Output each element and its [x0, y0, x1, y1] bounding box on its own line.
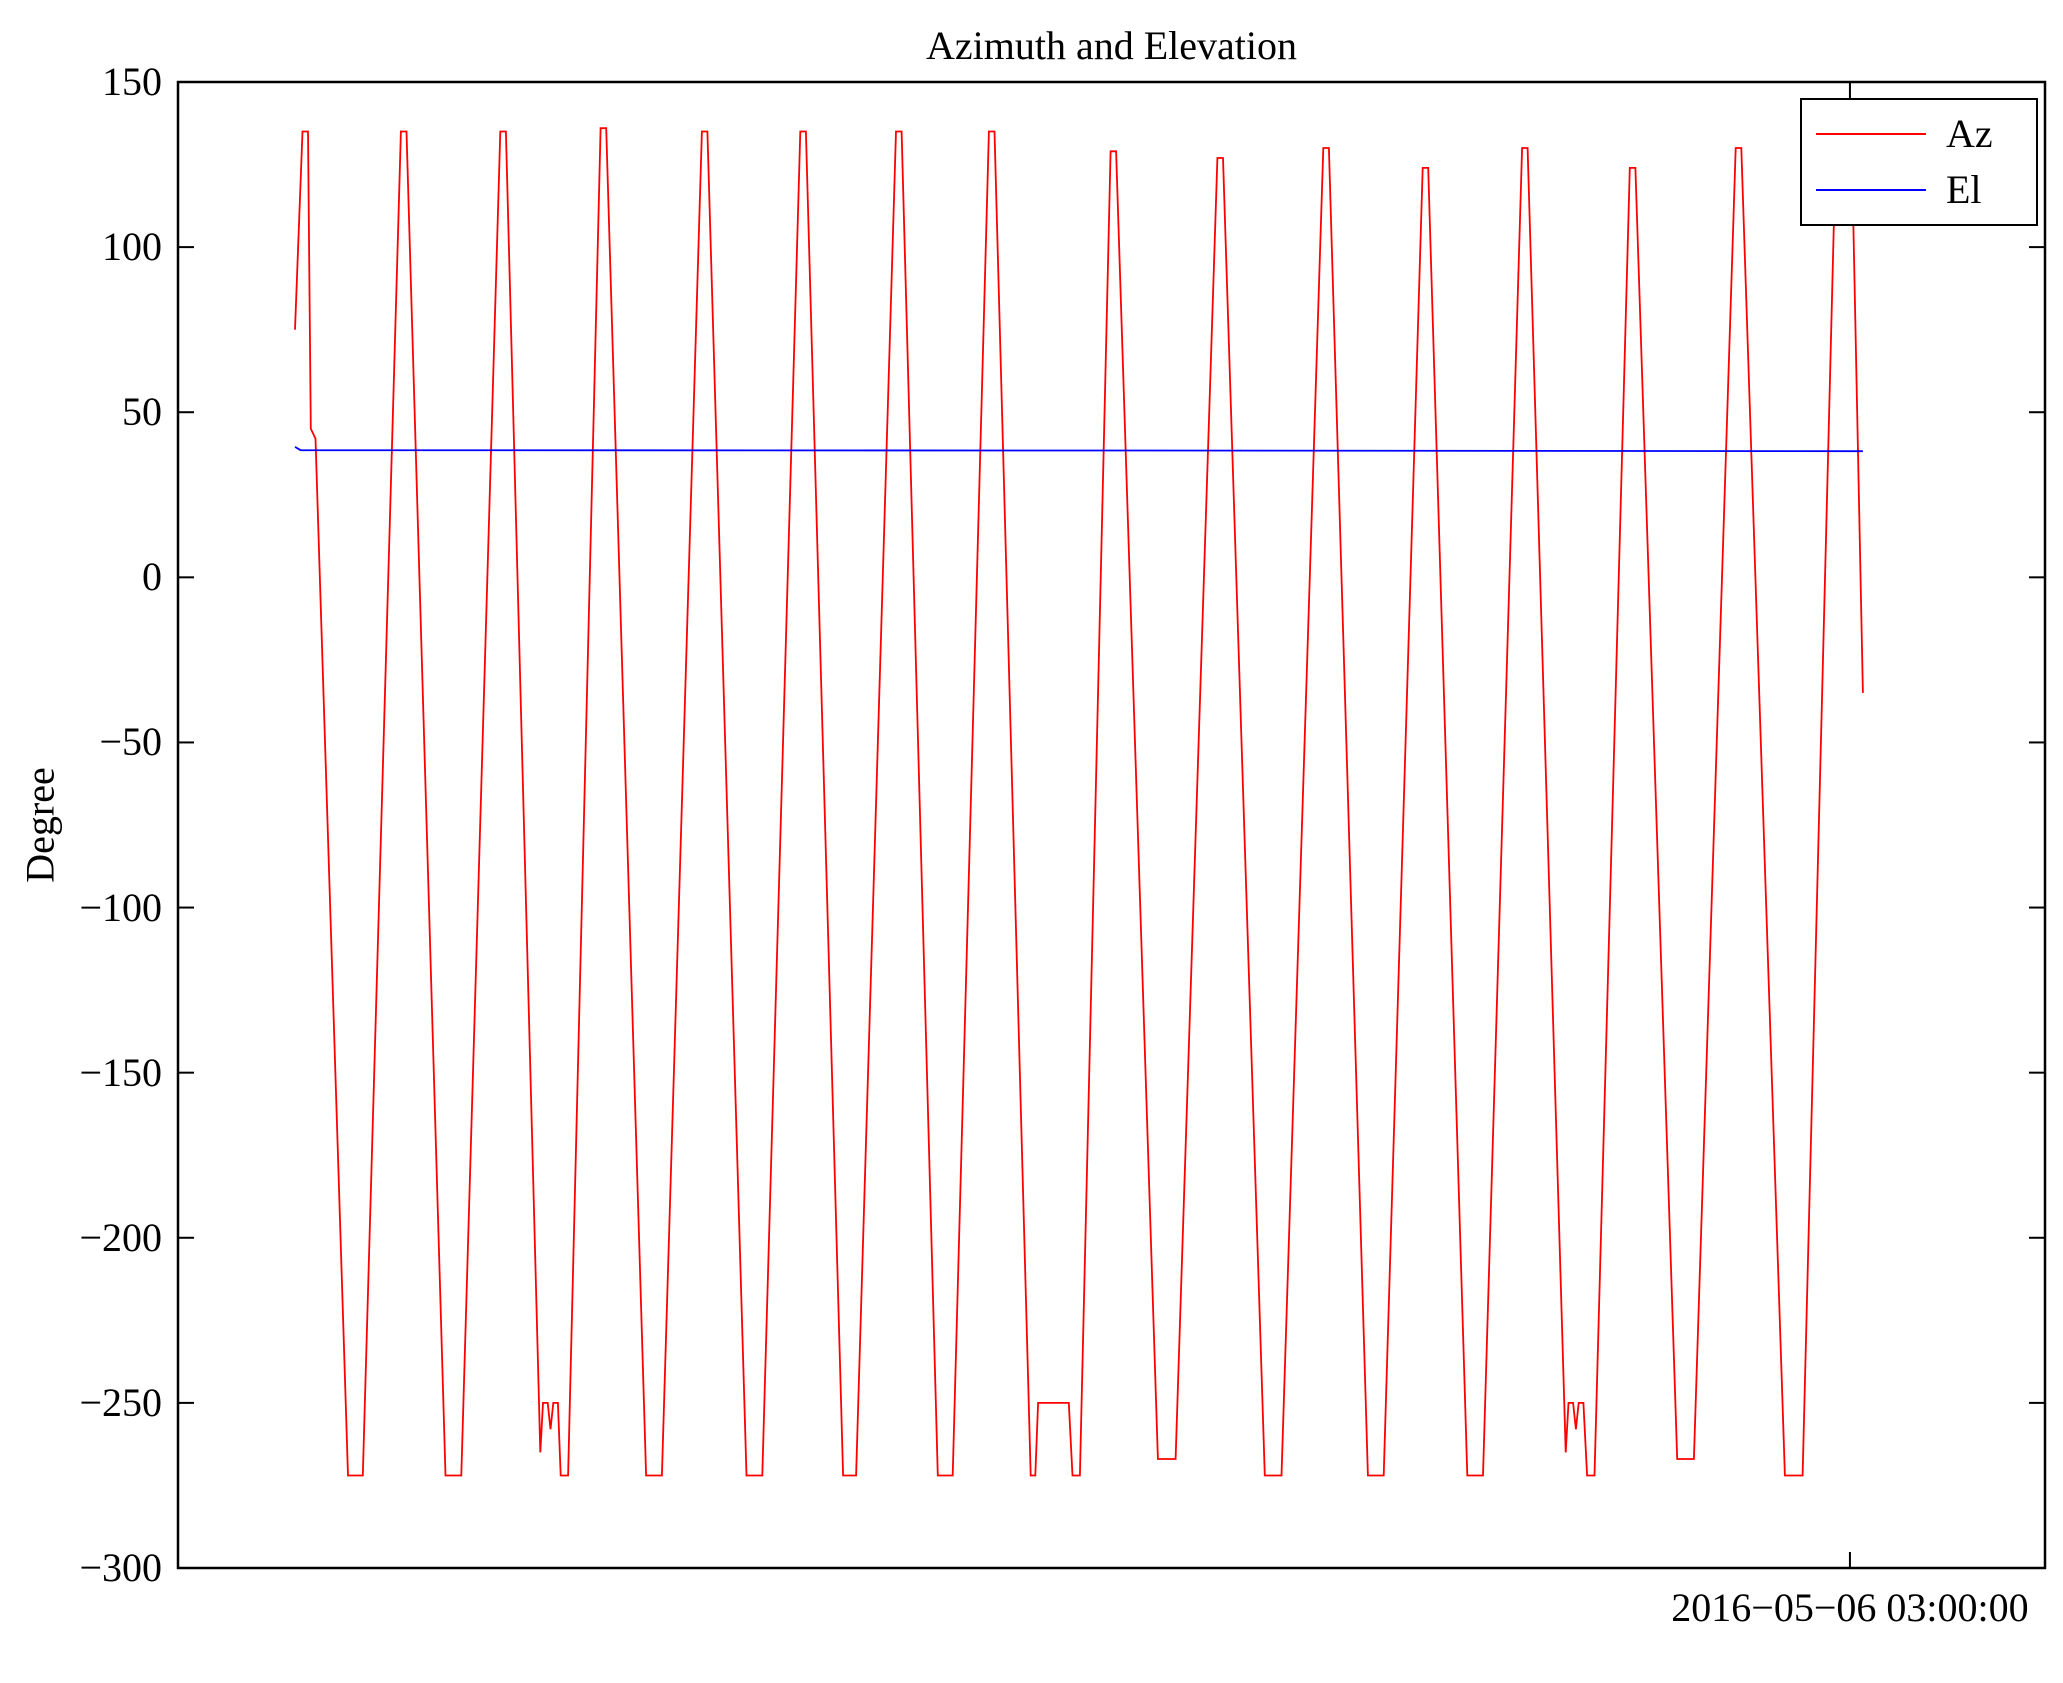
az-line-sample-icon: [1816, 133, 1926, 135]
axes-frame: [176, 80, 2047, 1570]
el-line-sample-icon: [1816, 189, 1926, 191]
el-series-line: [294, 446, 1863, 453]
legend: Az El: [1800, 98, 2038, 226]
y-tick-label: −100: [79, 884, 162, 930]
plot-title: Azimuth and Elevation: [925, 23, 1297, 68]
az-series-line: [294, 127, 1864, 1477]
y-tick-label: −300: [79, 1545, 162, 1590]
y-tick-label: 100: [102, 224, 162, 270]
y-tick-label: −200: [79, 1214, 162, 1260]
y-axis-label: Degree: [17, 767, 63, 883]
y-tick-label: 50: [122, 389, 162, 435]
y-tick-label: 150: [102, 59, 162, 104]
legend-entry-el: El: [1816, 168, 2022, 212]
legend-label-az: Az: [1946, 111, 1993, 156]
legend-label-el: El: [1946, 167, 1982, 212]
x-tick-label: 2016−05−06 03:00:00: [1671, 1585, 2029, 1630]
y-tick-label: −150: [79, 1049, 162, 1095]
legend-entry-az: Az: [1816, 112, 2022, 156]
y-tick-label: 0: [142, 554, 162, 600]
y-tick-label: −50: [99, 719, 162, 765]
y-tick-label: −250: [79, 1379, 162, 1425]
